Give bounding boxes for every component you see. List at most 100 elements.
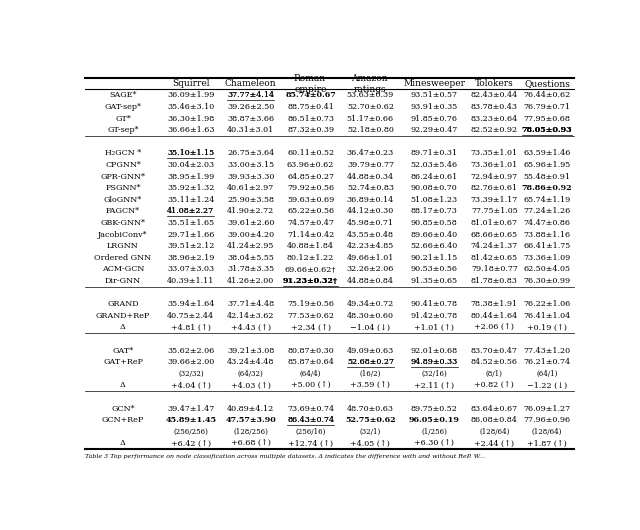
Text: 82.52±0.92: 82.52±0.92 [471,126,518,134]
Text: 85.87±0.64: 85.87±0.64 [287,358,334,366]
Text: +4.81 (↑): +4.81 (↑) [171,323,211,331]
Text: 86.43±0.74: 86.43±0.74 [287,416,334,424]
Text: 86.43±0.74: 86.43±0.74 [287,416,334,424]
Text: 93.51±0.57: 93.51±0.57 [411,91,458,99]
Text: 42.23±4.85: 42.23±4.85 [347,242,394,250]
Text: (32/1): (32/1) [360,428,381,436]
Text: 30.04±2.03: 30.04±2.03 [167,161,214,169]
Text: Questions: Questions [524,79,570,88]
Text: 86.24±0.61: 86.24±0.61 [410,173,458,181]
Text: 49.66±1.01: 49.66±1.01 [347,254,394,262]
Text: 74.47±0.86: 74.47±0.86 [524,219,571,227]
Text: 48.70±0.63: 48.70±0.63 [347,404,394,413]
Text: 35.94±1.64: 35.94±1.64 [167,300,214,308]
Text: 35.46±3.10: 35.46±3.10 [167,103,214,111]
Text: 33.07±3.03: 33.07±3.03 [167,266,214,273]
Text: 89.66±0.40: 89.66±0.40 [411,231,458,239]
Text: 49.34±0.72: 49.34±0.72 [347,300,394,308]
Text: 39.61±2.60: 39.61±2.60 [227,219,275,227]
Text: 35.10±1.15: 35.10±1.15 [167,149,214,157]
Text: 91.85±0.76: 91.85±0.76 [411,114,458,122]
Text: 36.47±0.23: 36.47±0.23 [347,149,394,157]
Text: 52.18±0.80: 52.18±0.80 [347,126,394,134]
Text: 91.23±0.32†: 91.23±0.32† [283,277,338,285]
Text: 44.88±0.84: 44.88±0.84 [347,277,394,285]
Text: 96.05±0.19: 96.05±0.19 [409,416,460,424]
Text: 85.74±0.67: 85.74±0.67 [285,91,336,99]
Text: 65.74±1.19: 65.74±1.19 [524,196,571,204]
Text: +0.19 (↑): +0.19 (↑) [527,323,567,331]
Text: 76.44±0.62: 76.44±0.62 [524,91,571,99]
Text: FSGNN*: FSGNN* [105,184,141,192]
Text: 39.00±4.20: 39.00±4.20 [227,231,275,239]
Text: 37.77±4.14: 37.77±4.14 [227,91,275,99]
Text: GloGNN*: GloGNN* [104,196,142,204]
Text: 89.75±0.52: 89.75±0.52 [411,404,458,413]
Text: (64/32): (64/32) [238,370,264,378]
Text: 40.61±2.97: 40.61±2.97 [227,184,275,192]
Text: 51.08±1.23: 51.08±1.23 [411,196,458,204]
Text: 90.85±0.58: 90.85±0.58 [411,219,458,227]
Text: 81.01±0.67: 81.01±0.67 [471,219,518,227]
Text: GRAND: GRAND [107,300,139,308]
Text: 92.01±0.68: 92.01±0.68 [411,347,458,355]
Text: 38.96±2.19: 38.96±2.19 [167,254,214,262]
Text: Chameleon: Chameleon [225,79,276,88]
Text: +4.05 (↑): +4.05 (↑) [351,439,390,447]
Text: 40.39±1.11: 40.39±1.11 [167,277,214,285]
Text: 86.08±0.84: 86.08±0.84 [471,416,518,424]
Text: +4.04 (↑): +4.04 (↑) [171,382,211,390]
Text: 40.75±2.44: 40.75±2.44 [167,312,214,320]
Text: 94.89±0.33: 94.89±0.33 [410,358,458,366]
Text: 81.42±0.65: 81.42±0.65 [471,254,518,262]
Text: 88.17±0.73: 88.17±0.73 [411,207,458,215]
Text: +2.06 (↑): +2.06 (↑) [474,323,515,331]
Text: 39.79±0.77: 39.79±0.77 [347,161,394,169]
Text: 78.38±1.91: 78.38±1.91 [471,300,518,308]
Text: 86.51±0.73: 86.51±0.73 [287,114,334,122]
Text: GCN*: GCN* [111,404,135,413]
Text: 35.10±1.15: 35.10±1.15 [167,149,214,157]
Text: 39.66±2.00: 39.66±2.00 [167,358,214,366]
Text: 45.98±0.71: 45.98±0.71 [347,219,394,227]
Text: 36.89±0.14: 36.89±0.14 [347,196,394,204]
Text: 78.05±0.93: 78.05±0.93 [522,126,572,134]
Text: (256/256): (256/256) [173,428,208,436]
Text: GCN+ReP: GCN+ReP [102,416,144,424]
Text: +5.00 (↑): +5.00 (↑) [291,382,330,390]
Text: +1.01 (↑): +1.01 (↑) [414,323,454,331]
Text: 77.24±1.26: 77.24±1.26 [524,207,571,215]
Text: 36.30±1.98: 36.30±1.98 [167,114,214,122]
Text: +6.42 (↑): +6.42 (↑) [171,439,211,447]
Text: 52.70±0.62: 52.70±0.62 [347,103,394,111]
Text: GAT-sep*: GAT-sep* [104,103,141,111]
Text: 90.41±0.78: 90.41±0.78 [411,300,458,308]
Text: 94.89±0.33: 94.89±0.33 [410,358,458,366]
Text: 35.51±1.65: 35.51±1.65 [167,219,214,227]
Text: 52.74±0.83: 52.74±0.83 [347,184,394,192]
Text: CPGNN*: CPGNN* [105,161,141,169]
Text: 53.63±0.39: 53.63±0.39 [347,91,394,99]
Text: GAT*: GAT* [112,347,134,355]
Text: Δ: Δ [120,439,126,447]
Text: 33.00±3.15: 33.00±3.15 [227,161,275,169]
Text: 91.23±0.32†: 91.23±0.32† [283,277,338,285]
Text: 40.88±1.84: 40.88±1.84 [287,242,334,250]
Text: 32.26±2.06: 32.26±2.06 [347,266,394,273]
Text: 52.68±0.27: 52.68±0.27 [347,358,394,366]
Text: 29.71±1.66: 29.71±1.66 [167,231,214,239]
Text: 77.95±0.68: 77.95±0.68 [524,114,571,122]
Text: 41.26±2.00: 41.26±2.00 [227,277,275,285]
Text: +2.34 (↑): +2.34 (↑) [291,323,331,331]
Text: 90.21±1.15: 90.21±1.15 [410,254,458,262]
Text: (8/1): (8/1) [486,370,503,378]
Text: 36.09±1.99: 36.09±1.99 [167,91,214,99]
Text: 92.29±0.47: 92.29±0.47 [410,126,458,134]
Text: 78.05±0.93: 78.05±0.93 [522,126,572,134]
Text: GPR-GNN*: GPR-GNN* [100,173,145,181]
Text: 73.36±1.01: 73.36±1.01 [471,161,518,169]
Text: Ordered GNN: Ordered GNN [94,254,152,262]
Text: 35.11±1.24: 35.11±1.24 [167,196,214,204]
Text: 35.92±1.32: 35.92±1.32 [167,184,214,192]
Text: (128/256): (128/256) [233,428,268,436]
